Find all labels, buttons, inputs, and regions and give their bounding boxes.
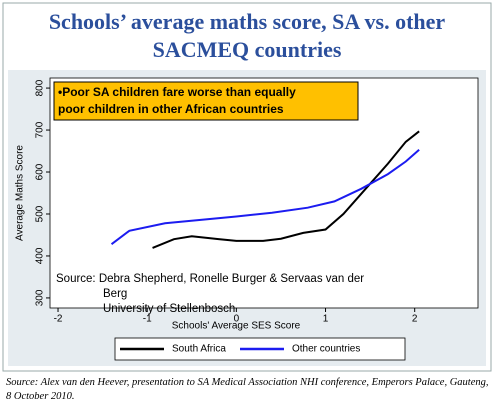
y-tick-label: 600 [35, 163, 46, 180]
chart-title: SACMEQ countries [153, 37, 342, 62]
y-tick-label: 700 [35, 121, 46, 138]
legend-label: Other countries [292, 344, 360, 355]
x-tick-label: -2 [54, 314, 63, 325]
line [110, 149, 420, 246]
caption: Source: Alex van den Heever, presentatio… [6, 377, 489, 402]
y-tick-label: 300 [35, 289, 46, 306]
x-tick-label: 1 [323, 314, 329, 325]
annotation-box [53, 81, 359, 121]
x-tick-label: -1 [143, 314, 152, 325]
source-note: Source: Debra Shepherd, Ronelle Burger &… [56, 273, 364, 285]
y-axis-label: Average Maths Score [15, 145, 26, 241]
source-note: University of Stellenbosch [103, 303, 235, 315]
line [152, 130, 420, 249]
x-axis-label: Schools' Average SES Score [172, 321, 301, 332]
legend-label: South Africa [172, 344, 226, 355]
chart: Schools’ average maths score, SA vs. oth… [2, 2, 492, 372]
annotation: poor children in other African countries [58, 102, 284, 116]
annotation: •Poor SA children fare worse than equall… [58, 85, 296, 99]
x-tick-label: 2 [412, 314, 418, 325]
y-tick-label: 800 [35, 79, 46, 96]
x-tick-label: 0 [234, 314, 240, 325]
source-note: Berg [103, 288, 127, 300]
chart-title: Schools’ average maths score, SA vs. oth… [49, 9, 446, 34]
y-tick-label: 400 [35, 247, 46, 264]
y-tick-label: 500 [35, 205, 46, 222]
